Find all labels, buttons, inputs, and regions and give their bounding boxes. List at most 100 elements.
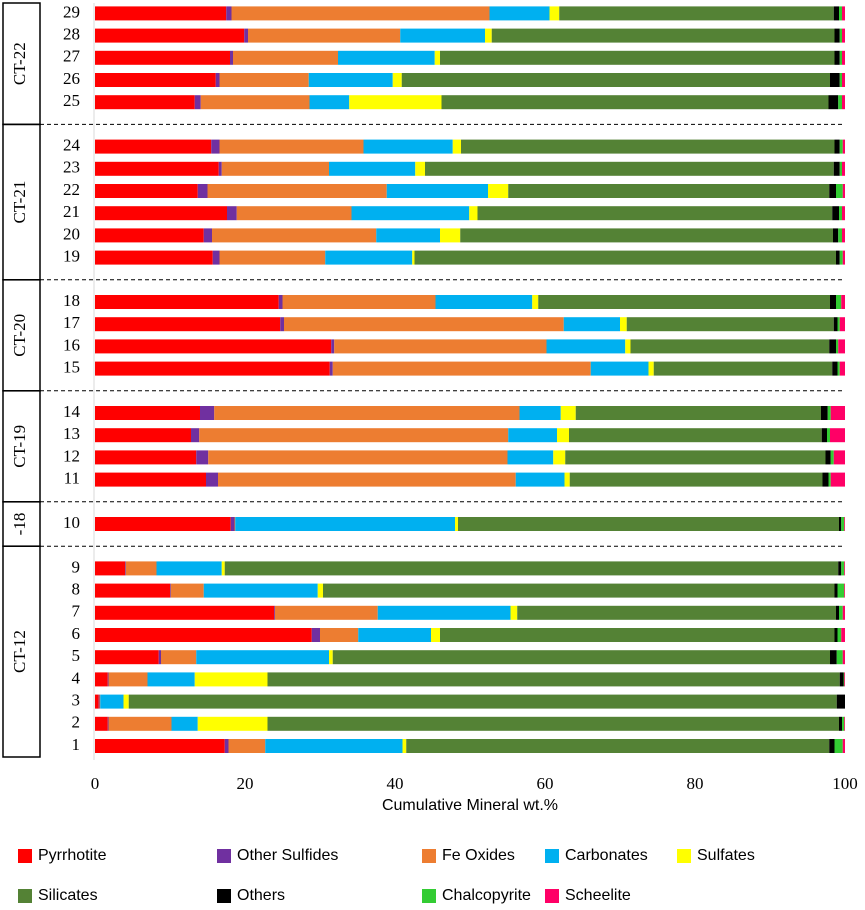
bar-segment [248,28,401,43]
bar-segment [841,561,845,576]
bar-segment [95,694,99,709]
group-box [2,2,41,126]
bar-segment [828,472,831,487]
bar-segment [844,561,845,576]
bar-segment [834,583,838,598]
group-label: CT-20 [10,314,29,357]
bar-segment [228,739,266,753]
group-label: -18 [10,513,29,536]
bar-segment [230,50,233,65]
bar-segment [386,184,488,198]
y-tick-label: 12 [63,446,80,465]
bar-segment [406,739,830,753]
bar-segment [95,583,170,598]
bar-segment [230,517,235,531]
y-tick-label: 2 [72,713,81,732]
bar-segment [95,517,231,531]
bar-segment [626,317,834,332]
bar-segment [95,73,216,87]
bar-segment [107,716,109,731]
bar-segment [519,406,561,420]
bar-segment [844,716,845,731]
bar-segment [829,739,835,753]
bar-segment [214,406,520,420]
bar-segment [349,95,442,110]
bar-segment [836,339,839,354]
bar-segment [218,472,516,487]
bar-segment [200,406,215,420]
bar-segment [95,184,198,198]
bar-segment [207,184,387,198]
bar-segment [308,73,393,87]
bar-segment [829,184,836,198]
bar-segment [836,184,843,198]
bar-segment [842,228,845,243]
bar-segment [108,716,172,731]
bar-segment [839,317,845,332]
bar-segment [194,672,268,687]
bar-segment [839,361,845,376]
bar-segment [836,605,839,620]
x-tick-label: 80 [687,774,704,793]
y-tick-label: 7 [72,602,81,621]
bar-segment [95,561,125,576]
bar-segment [842,605,845,620]
legend-label: Silicates [38,887,98,904]
bar-segment [833,161,840,176]
legend-label: Chalcopyrite [442,887,531,904]
bar-segment [836,694,845,709]
bar-segment [123,694,129,709]
bar-segment [267,672,840,687]
bar-segment [99,694,101,709]
bar-segment [452,139,461,154]
bar-segment [825,450,831,465]
bar-segment [833,450,845,465]
bar-segment [842,739,845,753]
bar-segment [196,650,329,665]
y-tick-label: 15 [63,358,80,377]
legend-label: Other Sulfides [237,847,338,864]
bar-segment [95,228,204,243]
bar-segment [461,139,835,154]
bar-segment [839,716,842,731]
bar-segment [821,428,827,443]
bar-segment [830,406,845,420]
y-tick-label: 27 [63,47,81,66]
bar-segment [392,73,402,87]
y-tick-label: 24 [63,136,81,155]
bar-segment [842,716,845,731]
bar-segment [837,361,840,376]
bar-segment [838,339,845,354]
bar-segment [827,428,830,443]
bar-segment [200,95,310,110]
bar-segment [557,428,569,443]
bar-segment [841,517,845,531]
legend-label: Scheelite [565,887,631,904]
bar-segment [95,250,213,265]
bar-segment [830,295,836,309]
bar-segment [489,6,550,21]
bar-segment [508,428,557,443]
bar-segment [830,428,845,443]
legend-swatch [422,889,436,903]
bar-segment [244,28,248,43]
y-tick-label: 17 [63,313,81,332]
bar-segment [477,206,833,221]
legend-swatch [18,849,32,863]
bar-segment [842,206,845,221]
bar-segment [491,28,835,43]
bar-segment [434,50,440,65]
y-tick-label: 9 [72,557,81,576]
bar-segment [515,472,565,487]
bar-segment [842,184,845,198]
bar-segment [203,583,318,598]
bar-segment [95,139,212,154]
y-tick-label: 20 [63,224,80,243]
bar-segment [208,450,508,465]
bar-segment [833,6,839,21]
legend-swatch [422,849,436,863]
y-tick-label: 10 [63,513,80,532]
bar-segment [833,317,838,332]
bar-segment [837,317,840,332]
bar-segment [834,28,840,43]
